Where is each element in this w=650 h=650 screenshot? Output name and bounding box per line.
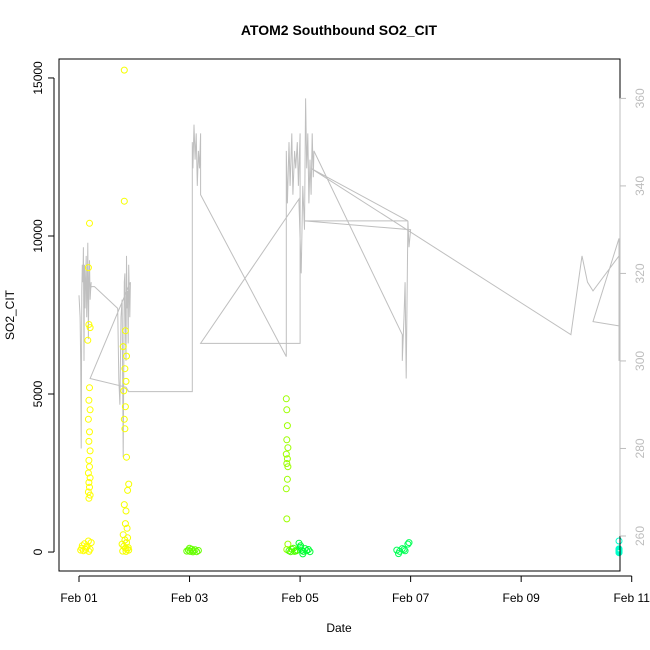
x-axis: Feb 01 Feb 03 Feb 05 Feb 07 Feb 09 Feb 11 [60,575,650,605]
data-point [121,403,129,411]
y2-tick-label: 260 [633,526,647,546]
data-point [84,469,92,477]
data-point [85,494,93,502]
plot-area [77,66,623,558]
y2-tick-label: 320 [633,263,647,283]
data-point [121,425,129,433]
y2-tick-label: 300 [633,351,647,371]
data-point [283,422,291,430]
data-point [85,321,93,328]
y-tick-label: 15000 [31,61,45,95]
data-point [124,544,132,552]
data-point [86,219,93,227]
data-point [84,264,92,272]
data-point [284,463,292,471]
data-point [284,444,292,452]
data-point [304,546,312,553]
data-point [395,550,402,558]
data-point [86,447,94,455]
data-point [124,486,132,494]
data-point [615,537,623,545]
data-point [615,548,623,556]
data-point [120,415,128,423]
x-tick-label: Feb 11 [613,591,650,605]
data-point [86,324,94,332]
data-point [122,377,130,385]
data-point [86,384,93,392]
data-point [85,479,93,486]
y2-tick-label: 280 [633,438,647,458]
data-point [615,546,623,553]
data-point [122,507,130,515]
data-point [82,543,90,551]
data-point [298,546,306,554]
data-point [86,406,94,414]
data-point [86,491,94,499]
x-tick-label: Feb 03 [171,591,209,605]
data-point [282,395,290,403]
y-axis-left: 0 5000 10000 15000 [31,61,55,555]
y-tick-label: 5000 [31,380,45,407]
data-point [85,396,93,404]
data-point [282,450,290,458]
data-point [123,352,130,360]
data-point [400,546,408,553]
data-point [84,336,92,344]
data-point [86,474,94,482]
data-point [122,547,130,555]
data-point [120,387,128,395]
y-tick-label: 10000 [31,219,45,253]
x-tick-label: Feb 05 [281,591,319,605]
data-point [297,542,305,550]
data-point [123,524,131,532]
data-point [283,455,291,463]
data-point [405,539,413,547]
data-point [120,501,128,509]
x-tick-label: Feb 09 [502,591,540,605]
data-point [283,436,291,444]
data-point [401,547,409,555]
secondary-line [78,98,620,458]
data-point [123,453,130,461]
data-point [283,406,291,414]
data-point [283,515,291,523]
y-axis-label: SO2_CIT [3,289,17,340]
data-point [85,437,93,445]
x-tick-label: Feb 01 [60,591,98,605]
data-point [77,546,85,554]
data-point [282,485,290,493]
data-point [299,550,307,558]
data-point [189,548,197,556]
data-point [193,548,201,556]
y2-tick-label: 360 [633,88,647,108]
y2-tick-label: 340 [633,176,647,196]
data-point [120,66,128,74]
data-point [121,327,129,335]
data-point [283,460,291,467]
data-point [84,537,92,545]
x-axis-label: Date [326,621,352,635]
x-tick-label: Feb 07 [392,591,430,605]
data-point [121,365,129,373]
y-tick-label: 0 [31,548,45,555]
data-point [119,343,127,351]
data-point [86,483,93,491]
data-point [86,428,93,436]
data-point [404,540,412,548]
data-point [121,520,129,528]
data-point [120,197,128,205]
data-point [186,547,194,555]
chart-title: ATOM2 Southbound SO2_CIT [241,22,438,38]
data-point [119,547,127,555]
data-point [84,415,92,423]
data-point [306,548,314,556]
data-point [283,475,291,483]
y-axis-right: 260 280 300 320 340 360 [619,88,647,546]
data-point [86,545,94,553]
data-point [78,542,86,550]
